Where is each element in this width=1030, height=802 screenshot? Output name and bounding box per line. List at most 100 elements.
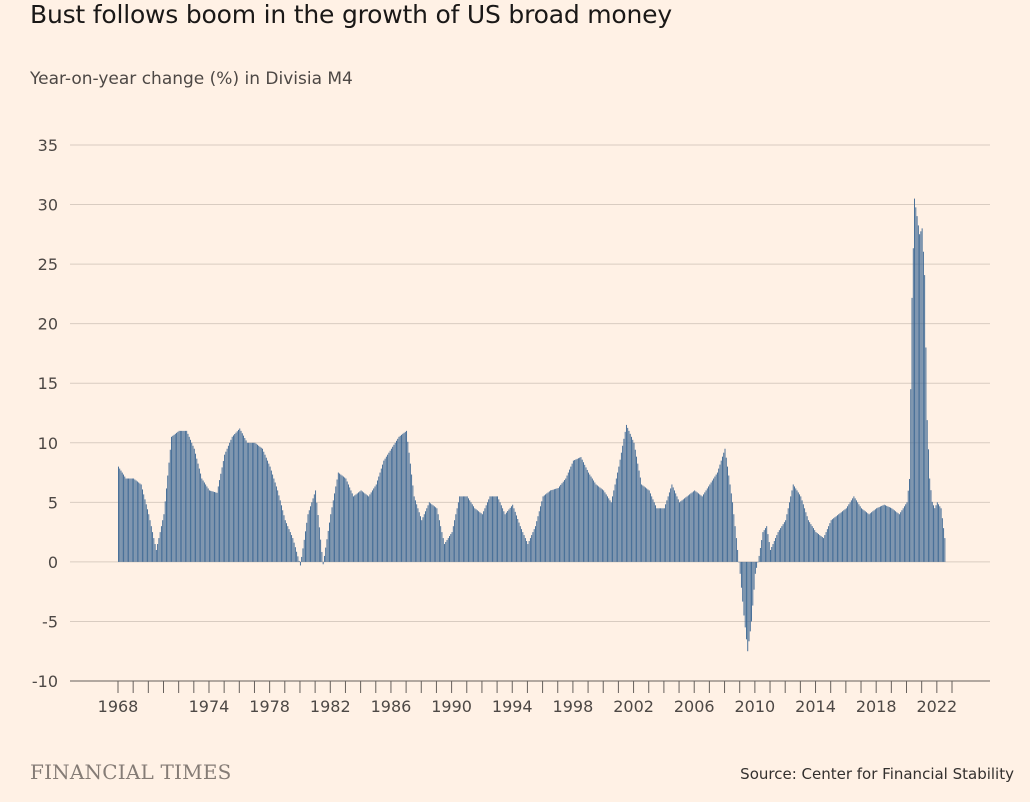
bar (538, 511, 540, 562)
bar (529, 538, 531, 562)
bar (371, 490, 373, 562)
bar (930, 490, 932, 562)
bar (428, 502, 430, 562)
bar (488, 499, 490, 562)
bar (181, 430, 183, 562)
bar (142, 489, 143, 562)
bar (720, 460, 722, 562)
bar (888, 507, 890, 562)
bar (580, 457, 582, 562)
bar (264, 454, 266, 562)
bar (940, 508, 942, 562)
bar (867, 513, 869, 562)
bar (559, 486, 560, 562)
bar (174, 433, 176, 562)
bar (361, 491, 363, 562)
bar (466, 496, 468, 562)
bar (254, 442, 256, 562)
bar (236, 431, 238, 562)
bar (298, 560, 300, 562)
bar (234, 434, 236, 562)
bar (502, 508, 504, 562)
bar (710, 482, 712, 562)
bar (179, 430, 181, 562)
bar (853, 496, 855, 562)
bar (124, 476, 126, 562)
bar (206, 486, 208, 562)
bar (617, 472, 619, 562)
bar (864, 511, 866, 562)
bar (533, 529, 535, 562)
x-tick-label: 1990 (431, 697, 472, 716)
bar (535, 526, 536, 562)
bar (522, 532, 524, 562)
bar (737, 549, 739, 562)
bar (135, 480, 137, 562)
bar (858, 504, 860, 562)
bar (618, 466, 620, 562)
y-tick-label: 25 (38, 255, 58, 274)
bar (925, 347, 927, 562)
bar (478, 511, 480, 562)
bar (437, 514, 439, 562)
x-tick-label: 2006 (674, 697, 715, 716)
bar (339, 473, 341, 562)
bar (581, 459, 583, 562)
bar (876, 508, 878, 562)
bar (178, 430, 180, 562)
bar (119, 468, 121, 562)
bar (283, 515, 285, 562)
bar (382, 464, 384, 562)
bar (754, 561, 756, 574)
bar (128, 478, 130, 562)
bar (384, 458, 386, 562)
bar (835, 516, 837, 562)
bar (566, 475, 568, 562)
bar (718, 468, 720, 562)
bar (323, 555, 325, 562)
bar (524, 538, 526, 562)
bar (379, 472, 381, 562)
bar (912, 248, 914, 562)
bar (255, 443, 257, 562)
bar (483, 511, 485, 562)
bar (639, 477, 641, 562)
bar (569, 469, 571, 562)
bar (917, 225, 919, 562)
bar (685, 497, 687, 562)
bar (799, 494, 801, 562)
bar (598, 486, 600, 562)
bar (397, 438, 399, 562)
bar (722, 456, 723, 562)
bar (886, 505, 888, 562)
bar (795, 488, 797, 562)
bar (575, 459, 577, 562)
bar (686, 496, 688, 562)
bar (854, 498, 856, 562)
bar (593, 480, 595, 562)
bar (834, 517, 836, 562)
bar (719, 464, 721, 562)
bar (723, 452, 725, 562)
bar (313, 494, 315, 562)
bar (475, 509, 477, 562)
bar (320, 539, 322, 562)
bar (387, 454, 389, 562)
bar (169, 449, 171, 562)
bar (485, 505, 487, 562)
bar (780, 528, 782, 562)
bar (599, 487, 601, 562)
bar (433, 506, 435, 562)
bar (512, 504, 514, 562)
bar (251, 442, 253, 562)
bar (825, 532, 827, 562)
bar (677, 499, 679, 562)
bar (450, 534, 452, 562)
bar (910, 389, 912, 562)
bar (399, 435, 401, 562)
bar (770, 549, 771, 562)
bar (144, 499, 146, 562)
bar (305, 531, 306, 562)
bar (150, 526, 152, 562)
bar (432, 505, 434, 562)
